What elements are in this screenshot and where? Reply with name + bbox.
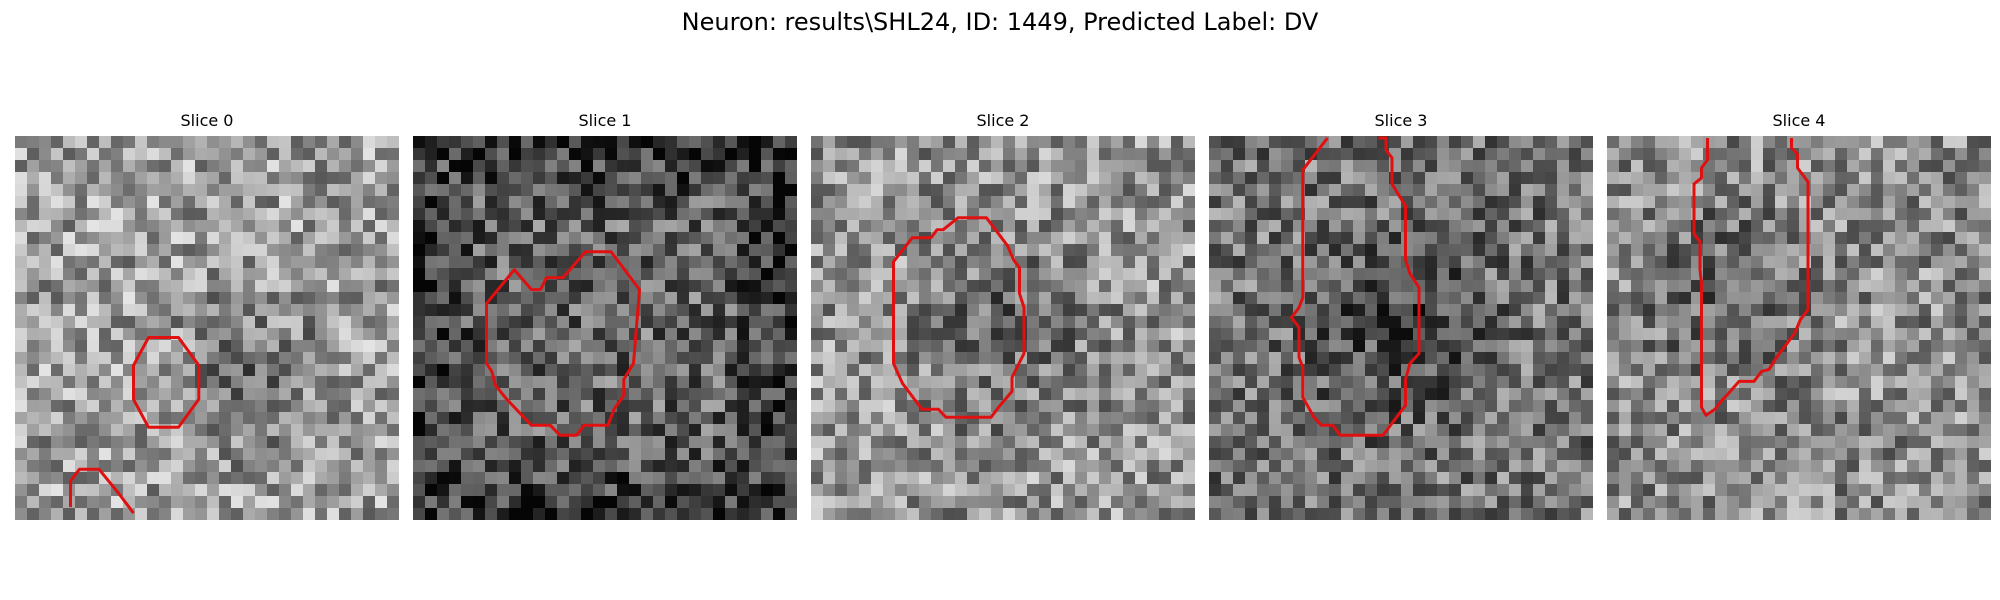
slice-title: Slice 3 <box>1209 110 1593 136</box>
slice-svg <box>413 136 797 520</box>
slice-title: Slice 4 <box>1607 110 1991 136</box>
slice-panel-2: Slice 2 <box>811 110 1195 520</box>
slice-panel-0: Slice 0 <box>15 110 399 520</box>
pixel-grid <box>1209 136 1593 520</box>
slice-image-0 <box>15 136 399 520</box>
slice-panel-4: Slice 4 <box>1607 110 1991 520</box>
slice-svg <box>15 136 399 520</box>
slice-image-4 <box>1607 136 1991 520</box>
slice-panel-3: Slice 3 <box>1209 110 1593 520</box>
slice-svg <box>811 136 1195 520</box>
slice-title: Slice 1 <box>413 110 797 136</box>
figure-title: Neuron: results\SHL24, ID: 1449, Predict… <box>0 6 2000 38</box>
slice-image-3 <box>1209 136 1593 520</box>
pixel-grid <box>15 136 399 520</box>
slice-image-2 <box>811 136 1195 520</box>
slice-image-1 <box>413 136 797 520</box>
slice-title: Slice 0 <box>15 110 399 136</box>
pixel-grid <box>413 136 797 520</box>
slice-title: Slice 2 <box>811 110 1195 136</box>
pixel-grid <box>1607 136 1991 520</box>
slice-svg <box>1607 136 1991 520</box>
slice-panel-1: Slice 1 <box>413 110 797 520</box>
pixel-grid <box>811 136 1195 520</box>
slice-svg <box>1209 136 1593 520</box>
